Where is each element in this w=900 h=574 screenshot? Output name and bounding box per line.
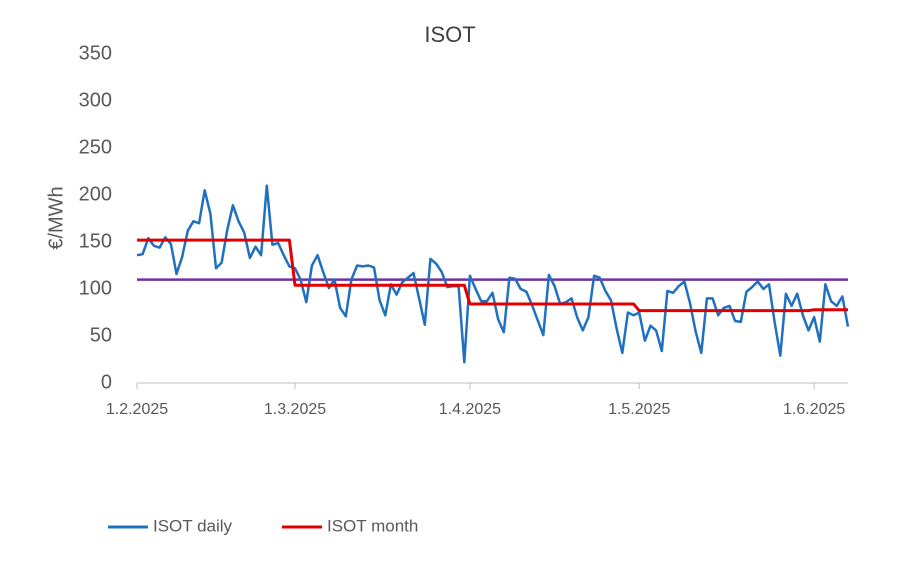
y-tick-label: 100	[79, 277, 112, 299]
x-tick-label: 1.3.2025	[264, 401, 326, 418]
chart-title: ISOT	[424, 22, 475, 47]
legend-label: ISOT month	[327, 516, 418, 535]
x-tick-label: 1.5.2025	[608, 401, 670, 418]
y-tick-label: 0	[101, 371, 112, 393]
series-line	[136, 184, 850, 364]
x-tick-label: 1.2.2025	[106, 401, 168, 418]
y-tick-label: 350	[79, 42, 112, 64]
x-tick-label: 1.4.2025	[439, 401, 501, 418]
x-tick-label: 1.6.2025	[783, 401, 845, 418]
y-axis-label: €/MWh	[45, 186, 67, 249]
legend-label: ISOT daily	[153, 516, 233, 535]
y-tick-label: 250	[79, 136, 112, 158]
y-tick-label: 150	[79, 230, 112, 252]
series-line	[137, 238, 848, 313]
y-tick-label: 200	[79, 183, 112, 205]
y-tick-label: 50	[90, 324, 112, 346]
y-tick-label: 300	[79, 89, 112, 111]
